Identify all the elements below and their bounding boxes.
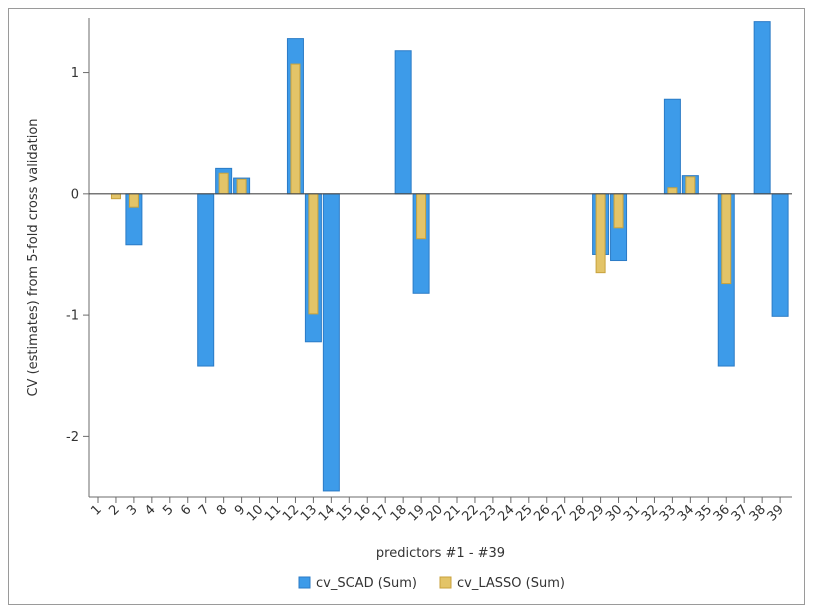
legend-label-scad: cv_SCAD (Sum) (316, 576, 417, 591)
bar-lasso-36 (721, 193, 732, 285)
y-tick-label: -1 (66, 309, 79, 324)
x-tick-label: 1 (88, 502, 104, 518)
y-tick-label: 0 (71, 187, 79, 202)
bar-lasso-33 (667, 187, 678, 195)
legend-swatch-lasso (439, 576, 452, 589)
x-tick-label: 5 (160, 502, 176, 518)
legend-label-lasso: cv_LASSO (Sum) (457, 576, 565, 591)
bar-scad-14 (322, 193, 340, 492)
bar-lasso-34 (685, 176, 696, 195)
bar-lasso-12 (290, 63, 301, 195)
legend-swatch-scad (298, 576, 311, 589)
bar-scad-33 (663, 98, 681, 195)
x-tick-label: 39 (765, 502, 787, 524)
x-axis-title: predictors #1 - #39 (376, 546, 505, 561)
bar-lasso-19 (416, 193, 427, 240)
x-tick-label: 7 (196, 502, 212, 518)
bar-scad-7 (197, 193, 215, 367)
bar-lasso-13 (308, 193, 319, 315)
bar-scad-38 (753, 21, 771, 195)
bar-scad-39 (771, 193, 789, 317)
x-tick-label: 8 (214, 502, 230, 518)
x-tick-label: 6 (178, 502, 194, 518)
bar-lasso-8 (218, 172, 229, 195)
bar-scad-18 (394, 50, 412, 195)
y-axis-title: CV (estimates) from 5-fold cross validat… (26, 118, 41, 396)
y-tick-label: 1 (71, 66, 79, 81)
y-tick-label: -2 (66, 430, 79, 445)
bar-lasso-30 (613, 193, 624, 229)
bar-lasso-29 (595, 193, 606, 274)
bar-lasso-2 (110, 193, 121, 200)
bar-lasso-3 (128, 193, 139, 208)
x-tick-label: 3 (124, 502, 140, 518)
bar-lasso-9 (236, 178, 247, 195)
x-tick-label: 2 (106, 502, 122, 518)
x-tick-label: 4 (142, 502, 158, 518)
